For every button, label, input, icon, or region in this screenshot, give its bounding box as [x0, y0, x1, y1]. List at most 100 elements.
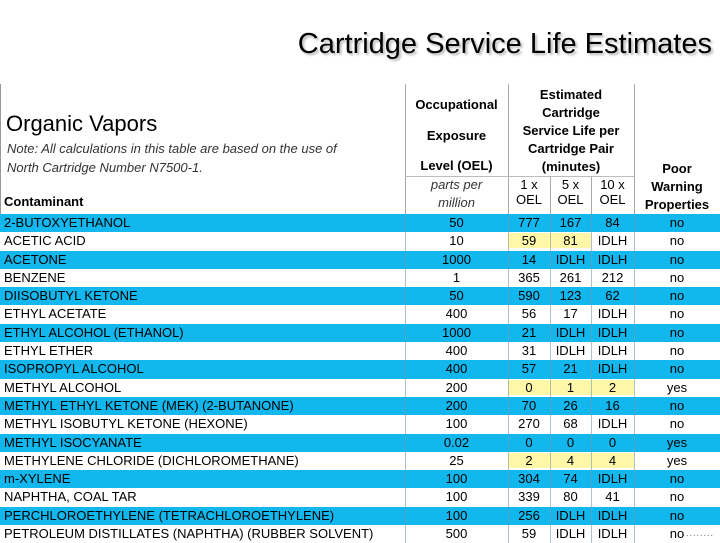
header-contaminant: Contaminant [4, 194, 84, 209]
cell-poor-warning: no [669, 324, 685, 340]
table-row: PERCHLOROETHYLENE (TETRACHLOROETHYLENE) 1… [0, 506, 720, 526]
header-poor-warning: Poor Warning Properties [634, 160, 720, 214]
table-row: BENZENE 1 365 261 212 no [0, 269, 720, 287]
cell-5x-oel: IDLH [555, 324, 586, 340]
cell-1x-oel: 339 [518, 489, 540, 505]
cell-poor-warning: yes [666, 379, 688, 395]
column-gridline [405, 214, 406, 543]
cell-10x-oel: IDLH [597, 416, 628, 432]
header-1x-b: OEL [515, 192, 542, 207]
cell-5x-oel: IDLH [555, 526, 586, 542]
cell-oel: 1000 [442, 251, 471, 267]
header-ppm-line-1: parts per [430, 177, 483, 192]
header-oel-line-1: Occupational [415, 97, 498, 112]
cell-5x-oel: 0 [566, 434, 575, 450]
cell-1x-oel: 304 [518, 471, 540, 487]
cell-contaminant: ETHYL ETHER [4, 343, 94, 359]
cell-contaminant: METHYL ALCOHOL [4, 379, 122, 395]
cell-5x-oel: 17 [563, 306, 578, 322]
cell-10x-oel: IDLH [597, 507, 628, 523]
cell-5x-oel: 4 [550, 452, 591, 468]
column-gridline [591, 214, 592, 543]
cell-1x-oel: 0 [508, 379, 550, 395]
cell-10x-oel: IDLH [597, 324, 628, 340]
column-gridline [634, 214, 635, 543]
cell-10x-oel: 212 [601, 269, 624, 285]
cell-oel: 50 [449, 288, 464, 304]
cell-5x-oel: IDLH [555, 343, 586, 359]
table-row: METHYL ISOBUTYL KETONE (HEXONE) 100 270 68 I… [0, 415, 720, 433]
cell-1x-oel: 59 [508, 233, 550, 249]
table-left-border [0, 84, 1, 214]
cell-5x-oel: 80 [563, 489, 578, 505]
header-10x-b: OEL [599, 192, 626, 207]
cell-poor-warning: no [669, 251, 685, 267]
cell-oel: 10 [449, 233, 464, 249]
cell-10x-oel: IDLH [597, 361, 628, 377]
cell-poor-warning: no [669, 215, 685, 230]
header-1x-a: 1 x [520, 177, 538, 192]
header-subdivider [508, 176, 634, 177]
cell-5x-oel: IDLH [555, 251, 586, 267]
header-oel-subdivider [405, 176, 508, 177]
cell-5x-oel: IDLH [555, 507, 586, 523]
cell-contaminant: ACETONE [4, 251, 67, 267]
header-est-line-4: Cartridge Pair [528, 141, 614, 156]
cell-contaminant: NAPHTHA, COAL TAR [4, 489, 137, 505]
header-divider-10x [591, 176, 592, 214]
cell-5x-oel: 1 [550, 379, 591, 395]
header-oel-line-3: Level (OEL) [420, 158, 493, 173]
cell-contaminant: ETHYL ACETATE [4, 306, 107, 322]
header-divider-poor [634, 84, 635, 214]
cell-poor-warning: no [669, 306, 685, 322]
cell-1x-oel: 2 [508, 452, 550, 468]
header-5x-b: OEL [557, 192, 584, 207]
header-10x: 10 x OEL [591, 177, 634, 207]
cell-oel: 1000 [442, 324, 471, 340]
header-5x: 5 x OEL [550, 177, 591, 207]
cell-poor-warning: no [669, 416, 685, 432]
cell-poor-warning: no [669, 269, 685, 285]
table-row: METHYL ETHYL KETONE (MEK) (2-BUTANONE) 20… [0, 396, 720, 416]
cell-poor-warning: no [669, 397, 685, 413]
cell-5x-oel: 123 [559, 288, 582, 304]
cell-1x-oel: 14 [521, 251, 537, 267]
cell-1x-oel: 0 [525, 434, 533, 450]
cell-1x-oel: 365 [518, 269, 540, 285]
header-ppm-line-2: million [438, 195, 475, 210]
cell-5x-oel: 81 [550, 233, 591, 249]
cell-oel: 200 [445, 397, 468, 413]
footer-dots: ......... [682, 528, 714, 538]
cell-5x-oel: 21 [563, 361, 578, 377]
cell-1x-oel: 56 [521, 306, 537, 322]
cell-poor-warning: no [669, 489, 685, 505]
cell-10x-oel: IDLH [597, 306, 628, 322]
cell-poor-warning: no [669, 361, 685, 377]
cell-contaminant: PETROLEUM DISTILLATES (NAPHTHA) (RUBBER … [4, 526, 374, 542]
column-gridline [550, 214, 551, 543]
cell-poor-warning: no [669, 526, 685, 542]
cell-contaminant: m-XYLENE [4, 471, 71, 487]
cell-poor-warning: no [669, 343, 685, 359]
header-est-line-1: Estimated [539, 87, 603, 102]
cell-10x-oel: 62 [605, 288, 620, 304]
cell-poor-warning: no [669, 288, 685, 304]
table-row: NAPHTHA, COAL TAR 100 339 80 41 no [0, 488, 720, 506]
table-row: PETROLEUM DISTILLATES (NAPHTHA) (RUBBER … [0, 525, 720, 543]
header-oel-line-2: Exposure [426, 128, 487, 143]
cell-10x-oel: 2 [591, 379, 634, 395]
cell-poor-warning: no [669, 233, 685, 249]
cell-10x-oel: 4 [591, 452, 634, 468]
cell-1x-oel: 59 [521, 526, 537, 542]
cell-oel: 25 [449, 452, 464, 468]
header-est-line-3: Service Life per [522, 123, 620, 138]
cell-5x-oel: 74 [563, 471, 578, 487]
cell-contaminant: DIISOBUTYL KETONE [4, 288, 138, 304]
table-note: Note: All calculations in this table are… [7, 139, 337, 177]
section-heading: Organic Vapors [6, 111, 158, 136]
cell-oel: 500 [445, 526, 468, 542]
cell-10x-oel: 84 [605, 215, 620, 230]
cell-contaminant: ACETIC ACID [4, 233, 86, 249]
cell-oel: 100 [445, 489, 468, 505]
cell-contaminant: PERCHLOROETHYLENE (TETRACHLOROETHYLENE) [4, 507, 335, 523]
